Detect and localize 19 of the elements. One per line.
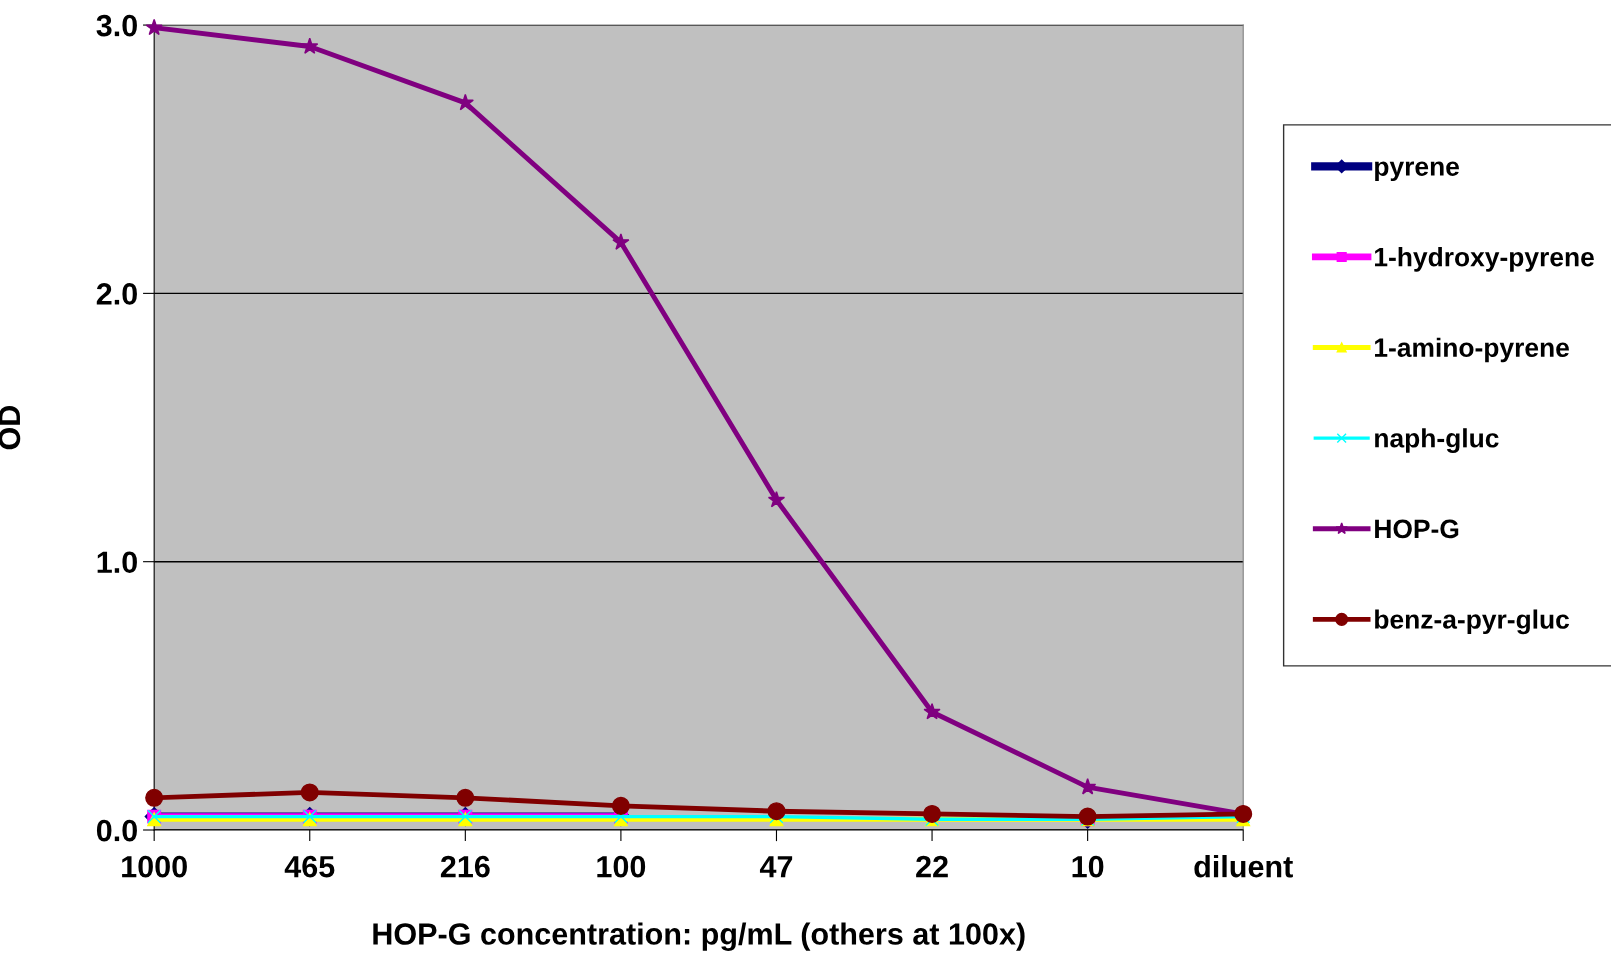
x-tick-label: 100 [597, 855, 646, 878]
y-tick-label: 3.0 [96, 14, 137, 37]
legend-label: HOP-G [1375, 519, 1459, 539]
x-tick-label: 1000 [122, 855, 187, 878]
legend-label: 1-amino-pyrene [1375, 337, 1569, 363]
x-tick-label: 216 [440, 855, 490, 878]
x-tick-label: diluent [1194, 855, 1293, 878]
x-tick-label: 22 [916, 855, 948, 878]
legend-label: naph-gluc [1375, 428, 1499, 453]
legend-label: benz-a-pyr-gluc [1375, 609, 1570, 635]
y-tick-label: 2.0 [96, 283, 137, 305]
x-tick-label: 465 [284, 855, 335, 878]
legend-label: 1-hydroxy-pyrene [1375, 247, 1594, 272]
y-tick-label: 1.0 [97, 551, 137, 574]
y-tick-label: 0.0 [96, 819, 137, 842]
x-tick-label: 47 [759, 856, 793, 878]
x-axis-title: HOP-G concentration: pg/mL (others at 100x) [373, 922, 1025, 951]
x-tick-label: 10 [1072, 855, 1104, 878]
legend-label: pyrene [1375, 161, 1459, 182]
